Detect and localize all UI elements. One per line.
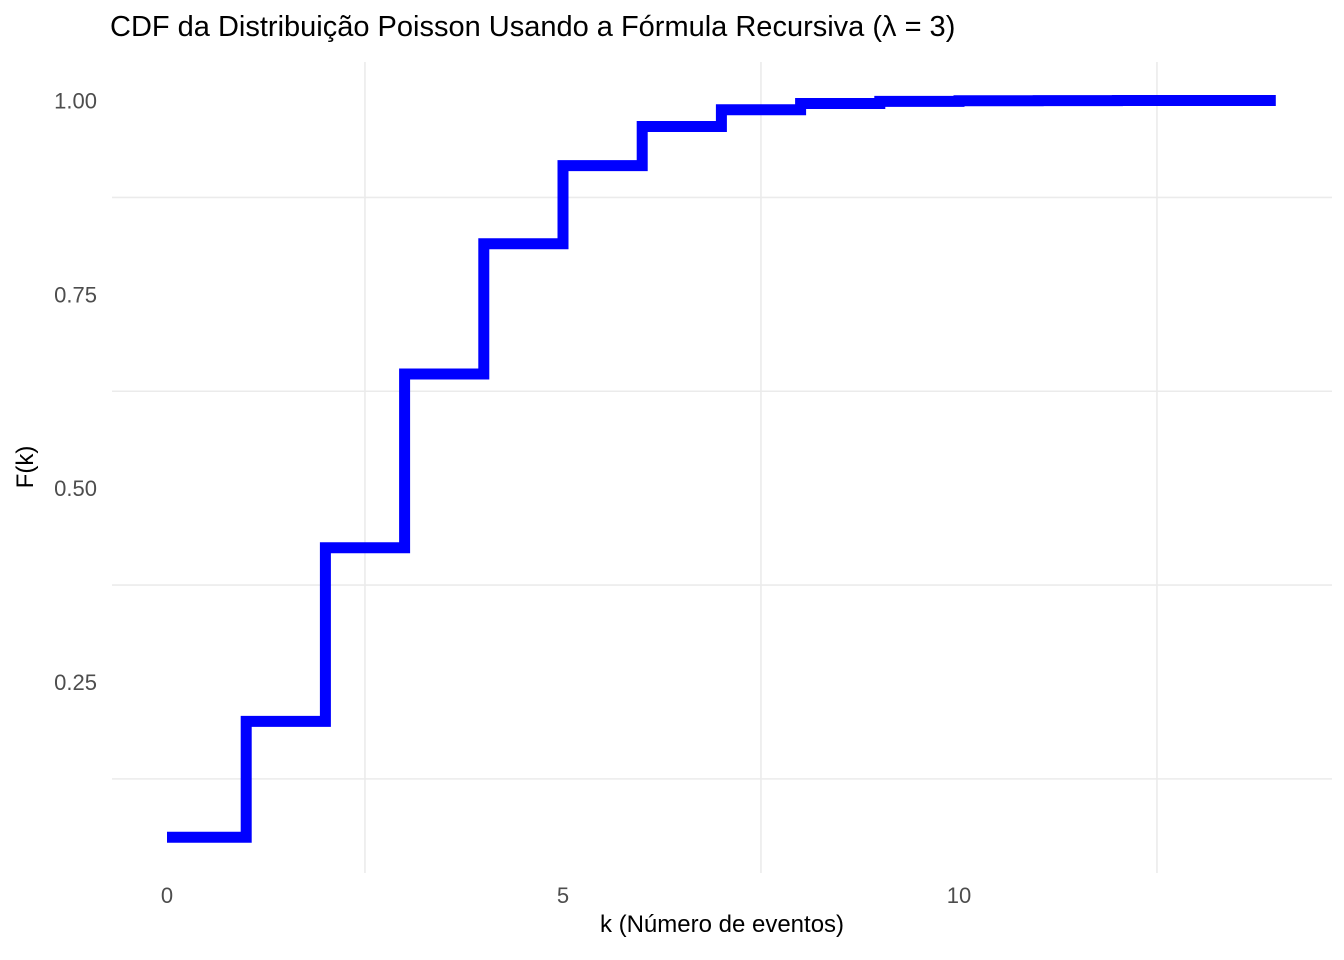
x-tick-label: 5 [557, 883, 569, 908]
x-axis-title: k (Número de eventos) [599, 911, 845, 938]
y-tick-label: 0.25 [54, 670, 97, 695]
x-tick-label: 0 [161, 883, 173, 908]
cdf-step-line [167, 95, 1276, 843]
chart-title: CDF da Distribuição Poisson Usando a Fór… [110, 11, 956, 43]
y-tick-label: 1.00 [54, 89, 97, 114]
y-tick-label: 0.50 [54, 476, 97, 501]
x-tick-label: 10 [947, 883, 971, 908]
y-tick-label: 0.75 [54, 282, 97, 307]
